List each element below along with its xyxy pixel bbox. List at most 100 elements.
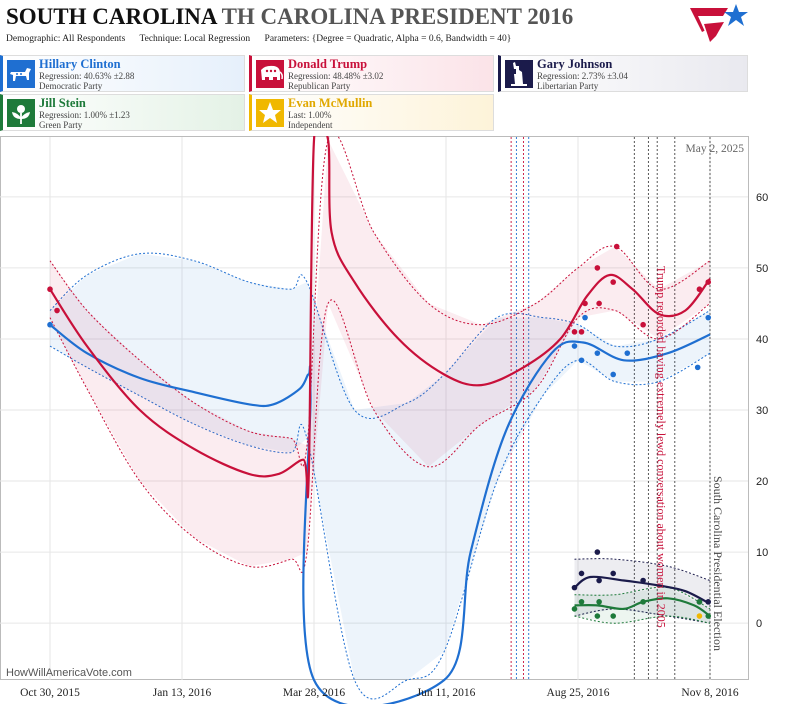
poll-chart: 0 10 20 30 40 50 60 Oct 30, 2015 Jan 13, 2016 Mar… [0, 136, 789, 704]
candidate-name: Evan McMullin [288, 96, 373, 110]
data-point [640, 599, 646, 605]
data-point [47, 321, 53, 328]
band-lower-line [49, 299, 711, 573]
data-point [571, 606, 578, 612]
data-point [596, 300, 602, 307]
y-tick-label: 10 [756, 547, 768, 559]
data-point [696, 599, 703, 605]
data-point [705, 279, 712, 285]
data-point [594, 613, 601, 619]
candidate-regression: Last: 1.00% [288, 110, 332, 120]
data-point [578, 357, 585, 364]
candidate-regression: Regression: 1.00% ±1.23 [39, 110, 130, 120]
leaf-flower-icon [7, 99, 35, 127]
band-upper-line [49, 252, 711, 419]
y-tick-label: 0 [756, 618, 762, 630]
band-lower-line [574, 608, 711, 624]
data-point [610, 371, 616, 378]
parameters-text: Parameters: {Degree = Quadratic, Alpha =… [264, 34, 512, 44]
data-point [624, 350, 631, 356]
candidate-regression: Regression: 2.73% ±3.04 [537, 71, 628, 81]
annotation-lewd-tape: Trump recorded having extremely lewd con… [655, 266, 669, 628]
candidate-party: Libertarian Party [537, 81, 599, 91]
candidate-regression: Regression: 40.63% ±2.88 [39, 71, 135, 81]
legend-card-mcmullin[interactable]: Evan McMullin Last: 1.00% Independent [249, 94, 494, 131]
data-point [613, 243, 620, 250]
data-point [705, 613, 712, 619]
data-point [640, 321, 646, 328]
candidate-name: Gary Johnson [537, 57, 613, 71]
data-point [578, 599, 585, 605]
star-icon [256, 99, 284, 127]
data-point [705, 314, 712, 321]
candidate-regression: Regression: 48.48% ±3.02 [288, 71, 384, 81]
band-upper-line [49, 136, 711, 467]
candidate-name: Jill Stein [39, 96, 86, 110]
x-tick-label: Mar 28, 2016 [283, 687, 346, 699]
legend-card-trump[interactable]: Donald Trump Regression: 48.48% ±3.02 Re… [249, 55, 494, 92]
band-lower-line [574, 615, 711, 624]
donkey-icon [7, 60, 35, 88]
candidate-party: Green Party [39, 120, 83, 130]
data-point [571, 329, 578, 335]
data-point [578, 329, 585, 335]
date-label: May 2, 2025 [686, 143, 745, 155]
demographic-text: Demographic: All Respondents [6, 34, 126, 44]
y-tick-label: 30 [756, 405, 768, 417]
elephant-icon [256, 60, 284, 88]
data-point [578, 570, 585, 577]
candidate-party: Democratic Party [39, 81, 103, 91]
y-tick-label: 60 [756, 192, 768, 204]
title-state: SOUTH CAROLINA [6, 4, 217, 29]
confidence-band [574, 587, 710, 624]
band-upper-line [574, 586, 711, 610]
candidate-party: Republican Party [288, 81, 351, 91]
data-point [696, 613, 703, 619]
plot-frame [0, 136, 749, 680]
x-tick-label: Jan 13, 2016 [153, 687, 212, 699]
data-point [596, 577, 602, 584]
watermark: HowWillAmericaVote.com [6, 667, 132, 679]
candidate-party: Independent [288, 120, 333, 130]
data-point [571, 584, 578, 591]
data-point [705, 599, 712, 605]
x-tick-label: Jun 11, 2016 [417, 687, 476, 699]
legend-card-stein[interactable]: Jill Stein Regression: 1.00% ±1.23 Green… [0, 94, 245, 131]
candidate-name: Donald Trump [288, 57, 368, 71]
data-point [610, 613, 616, 619]
data-point [571, 343, 578, 349]
x-tick-label: Nov 8, 2016 [681, 687, 738, 699]
candidate-name: Hillary Clinton [39, 57, 121, 71]
y-tick-label: 50 [756, 263, 768, 275]
chart-canvas: 0 10 20 30 40 50 60 Oct 30, 2015 Jan 13, 2016 Mar… [0, 136, 768, 704]
data-point [54, 307, 60, 314]
data-point [694, 364, 701, 371]
data-point [596, 599, 602, 605]
annotation-election: South Carolina Presidential Election [711, 476, 725, 651]
legend-card-clinton[interactable]: Hillary Clinton Regression: 40.63% ±2.88… [0, 55, 245, 92]
data-point [582, 314, 588, 321]
data-point [594, 265, 601, 271]
x-tick-label: Oct 30, 2015 [20, 687, 80, 699]
y-tick-label: 20 [756, 476, 768, 488]
chart-header: SOUTH CAROLINA TH CAROLINA PRESIDENT 201… [0, 0, 789, 52]
y-tick-label: 40 [756, 334, 768, 346]
title-rest: TH CAROLINA PRESIDENT 2016 [221, 4, 574, 29]
technique-text: Technique: Local Regression [139, 34, 251, 44]
legend-card-johnson[interactable]: Gary Johnson Regression: 2.73% ±3.04 Lib… [498, 55, 748, 92]
data-point [47, 286, 53, 293]
data-point [594, 350, 601, 356]
parameter-line: Demographic: All Respondents Technique: … [6, 34, 523, 44]
regression-line [49, 323, 711, 704]
data-point [582, 300, 588, 307]
data-point [610, 570, 616, 577]
data-point [640, 577, 646, 584]
band-upper-line [574, 558, 711, 581]
data-point [610, 279, 616, 285]
page-title: SOUTH CAROLINA TH CAROLINA PRESIDENT 201… [6, 4, 573, 30]
site-logo-icon[interactable] [688, 2, 750, 50]
data-point [594, 549, 601, 555]
x-tick-label: Aug 25, 2016 [547, 687, 610, 699]
liberty-statue-icon [505, 60, 533, 88]
data-point [696, 286, 703, 293]
